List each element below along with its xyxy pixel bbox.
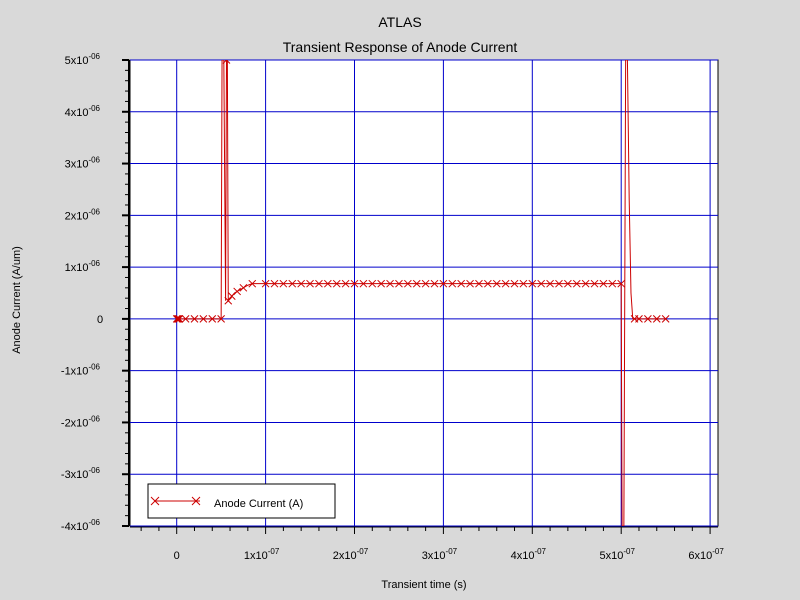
x-tick-label: 4x10-07 (511, 547, 547, 562)
series-marker (537, 279, 546, 288)
series-marker (208, 315, 217, 323)
series-marker (199, 315, 208, 323)
series-marker (501, 279, 510, 288)
series-marker (217, 315, 226, 323)
series-marker (270, 279, 279, 288)
series-marker (403, 279, 412, 288)
series-marker (555, 279, 563, 288)
series-marker (332, 279, 341, 288)
series-marker (261, 279, 270, 288)
series-marker (581, 279, 590, 288)
series-marker (590, 279, 599, 288)
y-tick-label: 5x10-06 (65, 52, 101, 67)
y-axis-label: Anode Current (A/um) (11, 246, 23, 354)
series-group (172, 60, 670, 526)
x-tick-labels: 0 1x10-07 2x10-07 3x10-07 4x10-07 5x10-07 6x10… (174, 547, 725, 562)
series-marker (297, 279, 306, 288)
series-marker (510, 279, 519, 288)
series-marker (528, 279, 537, 288)
series-marker (546, 279, 554, 288)
y-tick-labels: 5x10-06 4x10-06 3x10-06 2x10-06 1x10-06 0 -1x1… (61, 52, 103, 533)
series-marker (173, 315, 182, 323)
series-marker (457, 279, 466, 288)
series-marker (617, 279, 626, 288)
y-tick-label: -3x10-06 (61, 466, 101, 481)
series-marker (222, 60, 231, 64)
series-marker (430, 279, 439, 288)
series-marker (239, 283, 248, 292)
series-marker (448, 279, 457, 288)
series-marker (174, 315, 183, 323)
series-marker (599, 279, 608, 288)
series-marker (368, 279, 377, 288)
series-marker (306, 279, 314, 288)
series-marker (564, 279, 572, 288)
x-tick-label: 0 (174, 550, 180, 562)
series-marker (181, 315, 190, 323)
app-header: ATLAS (378, 14, 421, 30)
series-marker (483, 279, 492, 288)
x-tick-label: 6x10-07 (688, 547, 724, 562)
series-marker (608, 279, 617, 288)
grid-lines (130, 59, 718, 527)
series-marker (421, 279, 430, 288)
series-marker (315, 279, 323, 288)
series-marker (661, 315, 670, 323)
x-axis-label: Transient time (s) (381, 579, 466, 591)
y-tick-label: 0 (97, 314, 103, 326)
series-marker (233, 287, 242, 296)
legend: Anode Current (A) (147, 483, 336, 519)
series-marker (466, 279, 474, 288)
legend-marker (150, 496, 201, 506)
series-marker (288, 279, 297, 288)
legend-label: Anode Current (A) (214, 498, 303, 510)
series-marker (652, 315, 661, 323)
series-marker (492, 279, 501, 288)
y-tick-label: 2x10-06 (65, 207, 101, 222)
series-marker (572, 279, 581, 288)
x-tick-label: 1x10-07 (244, 547, 280, 562)
y-tick-label: -4x10-06 (61, 518, 101, 533)
axes (122, 59, 718, 534)
series-marker (519, 279, 528, 288)
series-marker (386, 279, 394, 288)
series-marker (412, 279, 421, 288)
series-marker (323, 279, 332, 288)
series-marker (395, 279, 403, 288)
series-marker (475, 279, 483, 288)
y-tick-label: -1x10-06 (61, 363, 101, 378)
series-marker (224, 296, 233, 305)
plot-area (129, 59, 719, 527)
series-marker (190, 315, 199, 323)
series-marker (248, 279, 257, 288)
series-marker (635, 315, 643, 323)
x-tick-label: 3x10-07 (422, 547, 458, 562)
y-tick-label: -2x10-06 (61, 414, 101, 429)
x-tick-label: 2x10-07 (333, 547, 369, 562)
series-marker (350, 279, 359, 288)
series-marker (341, 279, 350, 288)
x-tick-label: 5x10-07 (599, 547, 635, 562)
series-marker (359, 279, 368, 288)
y-tick-label: 3x10-06 (65, 156, 101, 171)
series-marker (175, 315, 184, 323)
y-tick-label: 4x10-06 (65, 104, 101, 119)
series-marker (279, 279, 288, 288)
series-marker (644, 315, 652, 323)
series-marker (172, 315, 181, 323)
series-marker (439, 279, 448, 288)
y-tick-label: 1x10-06 (65, 259, 101, 274)
chart-title: Transient Response of Anode Current (283, 39, 518, 55)
series-marker (377, 279, 386, 288)
